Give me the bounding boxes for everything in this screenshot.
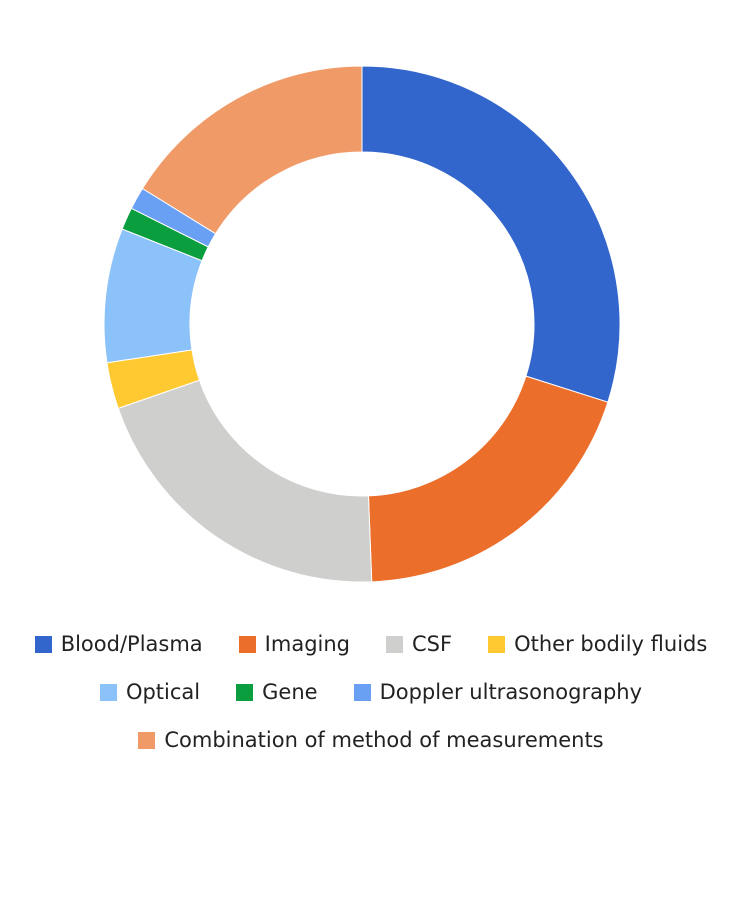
legend-item-optical: Optical	[99, 680, 201, 704]
legend-swatch	[488, 635, 506, 653]
legend-swatch	[99, 683, 117, 701]
legend-label: Blood/Plasma	[60, 632, 203, 656]
legend-item-imaging: Imaging	[238, 632, 350, 656]
legend-swatch	[34, 635, 52, 653]
legend-label: CSF	[412, 632, 453, 656]
legend-label: Imaging	[264, 632, 350, 656]
legend-label: Optical	[125, 680, 201, 704]
legend-row-1: Blood/Plasma Imaging CSF Other bodily fl…	[0, 632, 742, 656]
legend-label: Other bodily fluids	[514, 632, 708, 656]
legend-item-blood-plasma: Blood/Plasma	[34, 632, 203, 656]
legend-item-doppler-ultrasonography: Doppler ultrasonography	[353, 680, 643, 704]
legend-item-other-bodily-fluids: Other bodily fluids	[488, 632, 707, 656]
donut-slice-imaging	[367, 375, 609, 583]
legend-swatch	[236, 683, 254, 701]
legend-item-combination: Combination of method of measurements	[138, 728, 604, 752]
legend-label: Gene	[262, 680, 318, 704]
legend-swatch	[386, 635, 403, 653]
donut-slice-csf	[117, 379, 373, 583]
legend-label: Combination of method of measurements	[164, 728, 604, 752]
legend-row-3: Combination of method of measurements	[0, 728, 742, 752]
legend-label: Doppler ultrasonography	[379, 680, 643, 704]
legend-item-gene: Gene	[236, 680, 318, 704]
legend-swatch	[353, 683, 371, 701]
legend-swatch	[138, 731, 156, 749]
legend-swatch	[238, 635, 256, 653]
legend-row-2: Optical Gene Doppler ultrasonography	[0, 680, 742, 704]
donut-slice-combination-of-method-of-measurements	[141, 65, 363, 235]
legend-item-csf: CSF	[386, 632, 452, 656]
donut-slice-blood-plasma	[361, 65, 621, 403]
donut-chart	[103, 65, 621, 583]
